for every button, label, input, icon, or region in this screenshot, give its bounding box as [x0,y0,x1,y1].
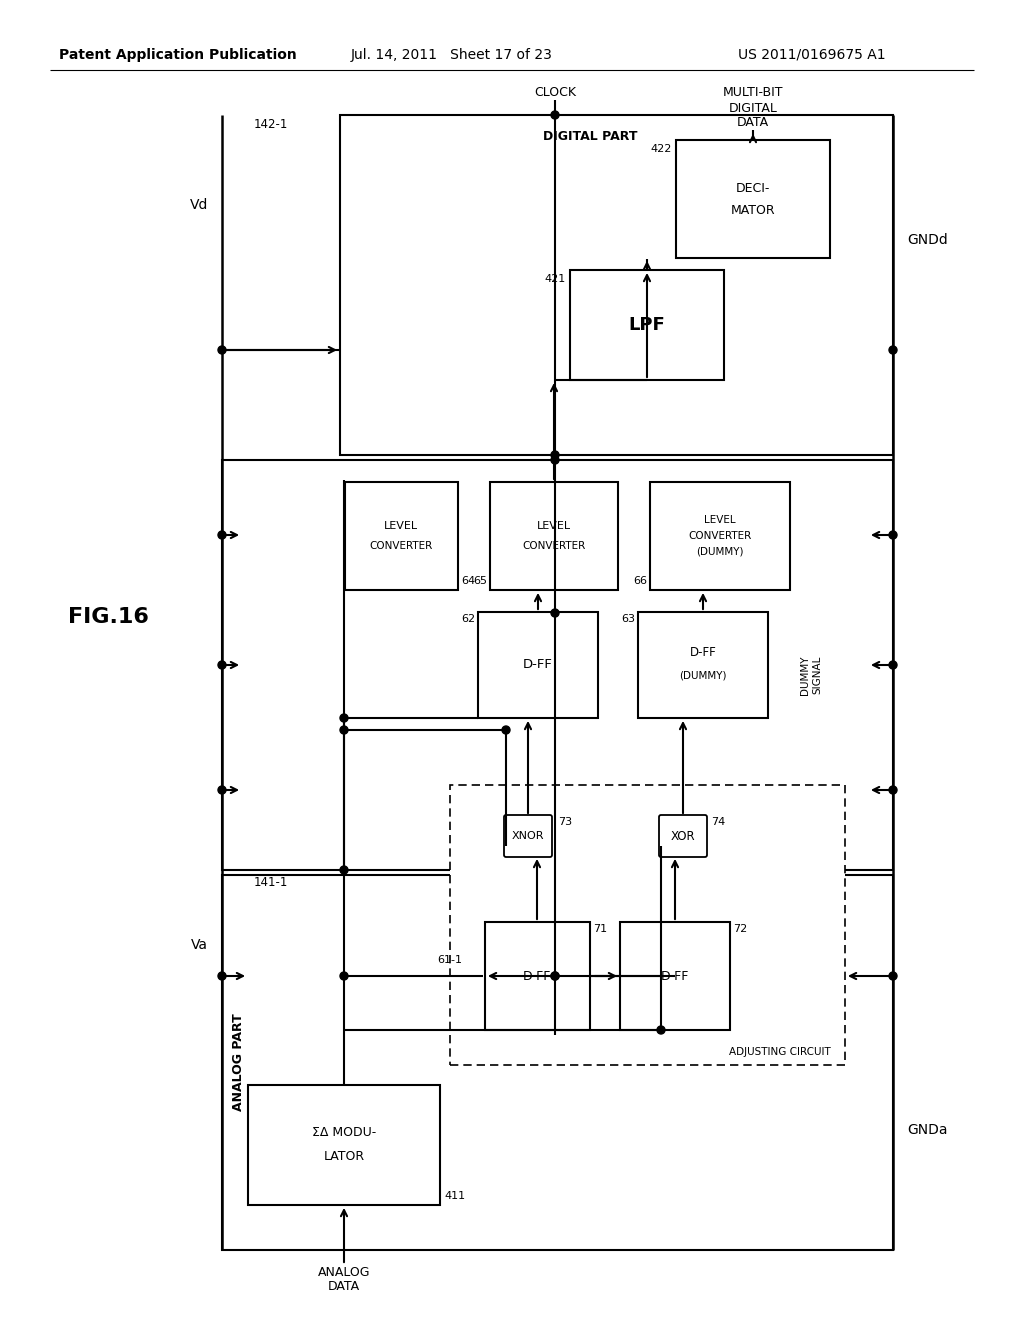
Bar [222,459,893,870]
Text: Va: Va [191,939,208,952]
Circle shape [889,661,897,669]
Bar [638,612,768,718]
Text: D-FF: D-FF [660,969,689,982]
Text: 74: 74 [711,817,725,828]
Circle shape [551,455,559,465]
Text: XNOR: XNOR [512,832,544,841]
Circle shape [340,866,348,874]
Circle shape [218,661,226,669]
Circle shape [218,785,226,795]
Bar [620,921,730,1030]
Bar [340,115,893,455]
Text: DATA: DATA [737,116,769,128]
Text: (DUMMY): (DUMMY) [696,546,743,557]
Text: 63: 63 [621,614,635,624]
Text: Patent Application Publication: Patent Application Publication [59,48,297,62]
Text: 73: 73 [558,817,572,828]
Circle shape [657,1026,665,1034]
Text: ΣΔ MODU-: ΣΔ MODU- [312,1126,376,1139]
Text: LATOR: LATOR [324,1151,365,1163]
Text: XOR: XOR [671,829,695,842]
Circle shape [340,726,348,734]
Text: DIGITAL: DIGITAL [728,102,777,115]
Circle shape [340,972,348,979]
Text: 72: 72 [733,924,748,935]
Text: CLOCK: CLOCK [534,87,575,99]
Text: SIGNAL: SIGNAL [812,656,822,694]
Text: FIG.16: FIG.16 [68,607,148,627]
Circle shape [889,785,897,795]
Bar [650,482,790,590]
Circle shape [551,609,559,616]
Circle shape [551,111,559,119]
Text: ADJUSTING CIRCUIT: ADJUSTING CIRCUIT [729,1047,830,1057]
Text: Jul. 14, 2011   Sheet 17 of 23: Jul. 14, 2011 Sheet 17 of 23 [351,48,553,62]
Circle shape [340,714,348,722]
Text: US 2011/0169675 A1: US 2011/0169675 A1 [738,48,886,62]
Bar [485,921,590,1030]
Text: 421: 421 [545,275,566,284]
Circle shape [502,726,510,734]
Text: DECI-: DECI- [736,181,770,194]
Bar [478,612,598,718]
Text: 64: 64 [461,576,475,586]
FancyBboxPatch shape [504,814,552,857]
FancyBboxPatch shape [659,814,707,857]
Text: MATOR: MATOR [731,203,775,216]
Text: CONVERTER: CONVERTER [688,531,752,541]
Text: DIGITAL PART: DIGITAL PART [543,131,637,144]
Text: 142-1: 142-1 [254,119,289,132]
Text: 66: 66 [633,576,647,586]
Bar [490,482,618,590]
Circle shape [551,972,559,979]
Text: 65: 65 [473,576,487,586]
Circle shape [889,972,897,979]
Text: GNDa: GNDa [907,1123,947,1137]
Text: DUMMY: DUMMY [800,655,810,694]
Circle shape [551,451,559,459]
Text: 141-1: 141-1 [254,875,289,888]
Text: 61-1: 61-1 [437,954,462,965]
Circle shape [551,972,559,979]
Bar [450,785,845,1065]
Text: LPF: LPF [629,315,666,334]
Text: DATA: DATA [328,1279,360,1292]
Text: 62: 62 [461,614,475,624]
Circle shape [218,346,226,354]
Bar [248,1085,440,1205]
Circle shape [889,346,897,354]
Bar [222,875,893,1250]
Text: (DUMMY): (DUMMY) [679,671,727,680]
Bar [676,140,830,257]
Text: 71: 71 [593,924,607,935]
Text: ANALOG: ANALOG [317,1266,371,1279]
Bar [345,482,458,590]
Text: LEVEL: LEVEL [705,515,736,525]
Text: CONVERTER: CONVERTER [522,541,586,550]
Text: D-FF: D-FF [523,659,553,672]
Text: LEVEL: LEVEL [537,521,571,531]
Text: 422: 422 [650,144,672,154]
Text: 411: 411 [444,1191,465,1201]
Text: ANALOG PART: ANALOG PART [231,1014,245,1111]
Text: GNDd: GNDd [907,234,948,247]
Circle shape [218,972,226,979]
Circle shape [218,531,226,539]
Text: LEVEL: LEVEL [384,521,418,531]
Text: Vd: Vd [189,198,208,213]
Text: CONVERTER: CONVERTER [370,541,432,550]
Text: D-FF: D-FF [523,969,551,982]
Circle shape [889,531,897,539]
Text: D-FF: D-FF [689,647,717,660]
Bar [570,271,724,380]
Text: MULTI-BIT: MULTI-BIT [723,87,783,99]
